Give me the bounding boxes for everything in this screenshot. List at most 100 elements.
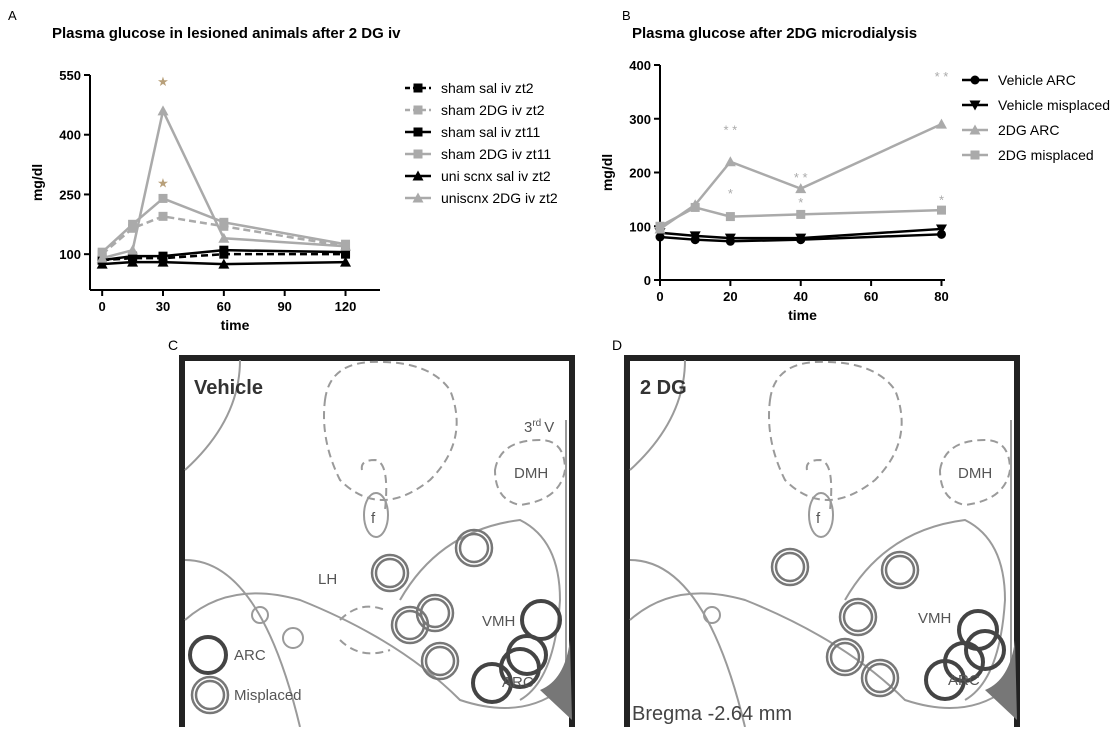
legend-marker xyxy=(412,170,424,181)
marker xyxy=(795,183,807,194)
marker xyxy=(96,252,108,263)
legend-marker xyxy=(970,75,980,85)
y-tick-label: 550 xyxy=(59,68,81,83)
x-tick-label: 120 xyxy=(335,299,357,314)
x-tick-label: 20 xyxy=(723,289,737,304)
y-tick-label: 250 xyxy=(59,187,81,202)
x-tick-label: 60 xyxy=(864,289,878,304)
legend-label: sham sal iv zt2 xyxy=(441,80,534,96)
region-label: DMH xyxy=(958,465,992,482)
region-label: VMH xyxy=(918,610,951,627)
marker xyxy=(724,233,736,244)
marker xyxy=(127,256,139,267)
marker xyxy=(796,209,806,219)
annotation: * * xyxy=(724,123,738,138)
x-tick-label: 0 xyxy=(99,299,106,314)
marker xyxy=(158,211,168,221)
y-tick-label: 100 xyxy=(629,219,651,234)
marker xyxy=(341,247,351,257)
x-tick-label: 90 xyxy=(277,299,291,314)
annotation: ★ xyxy=(157,176,169,191)
y-tick-label: 300 xyxy=(629,112,651,127)
y-axis-label: mg/dl xyxy=(599,154,615,191)
y-tick-label: 400 xyxy=(59,128,81,143)
legend-label: Vehicle misplaced xyxy=(998,97,1110,113)
y-axis-label: mg/dl xyxy=(29,164,45,201)
legend-label: sham 2DG iv zt11 xyxy=(441,146,551,162)
marker xyxy=(724,156,736,167)
y-tick-label: 400 xyxy=(629,58,651,73)
legend-label: 2DG misplaced xyxy=(998,147,1094,163)
caption: Bregma -2.64 mm xyxy=(632,703,792,725)
x-axis-label: time xyxy=(788,307,817,323)
x-tick-label: 80 xyxy=(934,289,948,304)
legend-label: Vehicle ARC xyxy=(998,72,1076,88)
marker xyxy=(936,205,946,215)
marker xyxy=(158,251,168,261)
annotation: * * xyxy=(794,170,808,185)
legend-marker xyxy=(969,124,981,135)
marker xyxy=(340,240,352,251)
marker xyxy=(128,251,138,261)
x-tick-label: 40 xyxy=(794,289,808,304)
panel-letter: C xyxy=(168,337,178,353)
legend-label: ARC xyxy=(234,647,266,664)
marker xyxy=(725,212,735,222)
marker xyxy=(96,258,108,269)
marker xyxy=(935,118,947,129)
y-tick-label: 200 xyxy=(629,166,651,181)
legend-label: sham sal iv zt11 xyxy=(441,124,541,140)
panel-letter: A xyxy=(8,8,17,23)
legend-marker xyxy=(413,149,423,159)
region-label: ARC xyxy=(948,672,980,689)
marker xyxy=(128,219,138,229)
panel-letter: D xyxy=(612,337,622,353)
region-label: ARC xyxy=(502,674,534,691)
marker xyxy=(158,193,168,203)
annotation: * xyxy=(939,192,944,207)
legend-marker xyxy=(412,192,424,203)
legend-marker xyxy=(970,150,980,160)
marker xyxy=(655,221,665,231)
chart-title: Plasma glucose in lesioned animals after… xyxy=(52,25,401,42)
y-tick-label: 100 xyxy=(59,247,81,262)
legend-marker xyxy=(413,105,423,115)
marker xyxy=(795,233,807,244)
marker xyxy=(97,247,107,257)
legend-label: Misplaced xyxy=(234,687,302,704)
legend-marker xyxy=(969,100,981,111)
legend-marker xyxy=(413,83,423,93)
region-label: f xyxy=(371,510,376,527)
region-label: LH xyxy=(318,571,337,588)
diagram-title: Vehicle xyxy=(194,377,263,399)
x-tick-label: 60 xyxy=(217,299,231,314)
region-label: DMH xyxy=(514,465,548,482)
marker xyxy=(219,217,229,227)
x-tick-label: 0 xyxy=(656,289,663,304)
marker xyxy=(690,202,700,212)
region-label: 3rd V xyxy=(524,418,554,436)
marker xyxy=(219,245,229,255)
chart-title: Plasma glucose after 2DG microdialysis xyxy=(632,25,917,42)
annotation: * xyxy=(728,186,733,201)
region-label: f xyxy=(816,510,821,527)
legend-label: uni scnx sal iv zt2 xyxy=(441,168,551,184)
diagram-c: Vehicle 3rd V DMH f LH VMH ARC ARC Mispla… xyxy=(179,355,575,732)
marker xyxy=(689,231,701,242)
legend-label: sham 2DG iv zt2 xyxy=(441,102,545,118)
marker xyxy=(218,232,230,243)
legend-label: 2DG ARC xyxy=(998,122,1059,138)
marker xyxy=(340,256,352,267)
legend-marker xyxy=(413,127,423,137)
x-axis-label: time xyxy=(221,317,250,333)
annotation: ★ xyxy=(157,74,169,89)
y-tick-label: 0 xyxy=(644,273,651,288)
annotation: * xyxy=(798,195,803,210)
marker xyxy=(935,224,947,235)
annotation: * * xyxy=(935,69,949,84)
diagram-title: 2 DG xyxy=(640,377,687,399)
region-label: VMH xyxy=(482,613,515,630)
marker xyxy=(127,244,139,255)
marker xyxy=(218,258,230,269)
